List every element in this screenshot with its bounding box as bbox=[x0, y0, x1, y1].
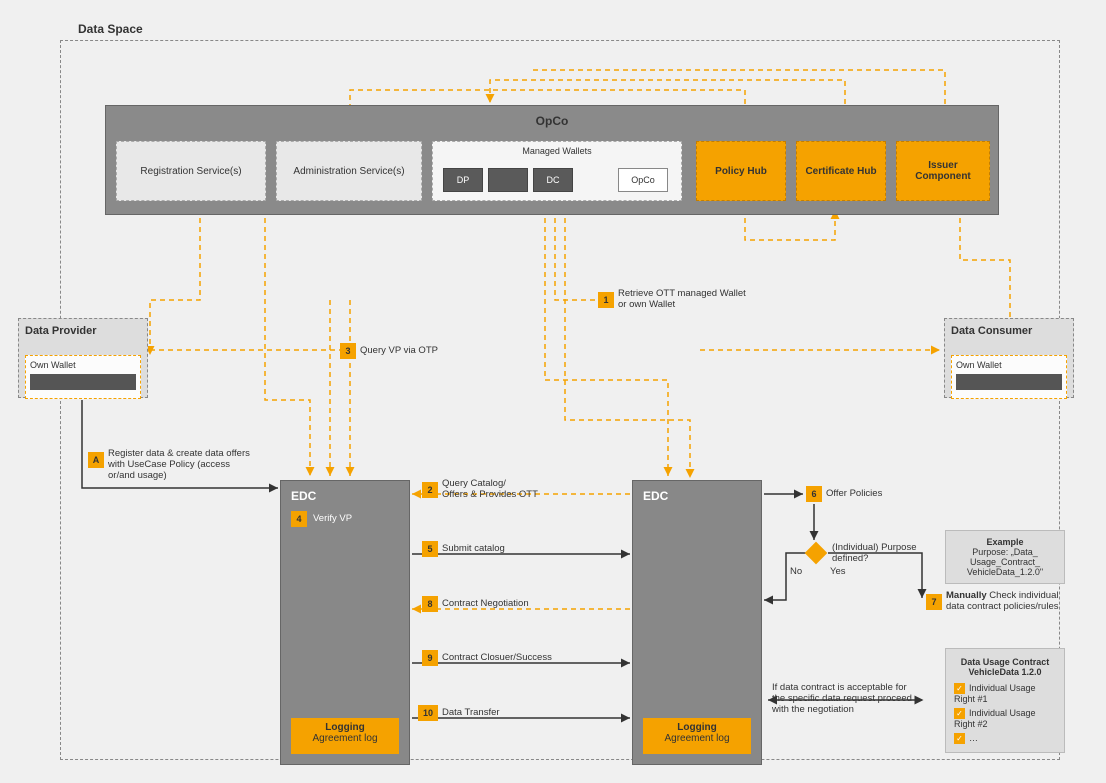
badge-5: 5 bbox=[422, 541, 438, 557]
decision-yes: Yes bbox=[830, 566, 846, 577]
contract-title: Data Usage Contract VehicleData 1.2.0 bbox=[954, 657, 1056, 677]
badge-8: 8 bbox=[422, 596, 438, 612]
edc-left-logging: Logging Agreement log bbox=[291, 718, 399, 754]
opco-container: OpCo Registration Service(s) Administrat… bbox=[105, 105, 999, 215]
opco-administration: Administration Service(s) bbox=[276, 141, 422, 201]
edc-right-logging-title: Logging bbox=[643, 722, 751, 733]
badge-a: A bbox=[88, 452, 104, 468]
badge-2: 2 bbox=[422, 482, 438, 498]
managed-wallets: Managed Wallets DP DC OpCo bbox=[432, 141, 682, 201]
step-7-label: Manually Check individual data contract … bbox=[946, 590, 1066, 612]
contract-right-3: ✓… bbox=[954, 733, 1056, 744]
opco-issuer: Issuer Component bbox=[896, 141, 990, 201]
step-5-label: Submit catalog bbox=[442, 543, 505, 554]
contract-box: Data Usage Contract VehicleData 1.2.0 ✓I… bbox=[945, 648, 1065, 753]
verify-vp-label: Verify VP bbox=[313, 513, 352, 524]
opco-cert-hub: Certificate Hub bbox=[796, 141, 886, 201]
opco-registration: Registration Service(s) bbox=[116, 141, 266, 201]
badge-1: 1 bbox=[598, 292, 614, 308]
badge-9: 9 bbox=[422, 650, 438, 666]
data-provider-title: Data Provider bbox=[25, 325, 141, 337]
opco-cert-hub-label: Certificate Hub bbox=[805, 166, 876, 177]
edc-right-logging: Logging Agreement log bbox=[643, 718, 751, 754]
edc-left-title: EDC bbox=[291, 489, 316, 503]
edc-right-logging-sub: Agreement log bbox=[643, 733, 751, 744]
step-3-label: Query VP via OTP bbox=[360, 345, 438, 356]
edc-right: EDC Logging Agreement log bbox=[632, 480, 762, 765]
step-9-label: Contract Closuer/Success bbox=[442, 652, 552, 663]
opco-registration-label: Registration Service(s) bbox=[140, 166, 241, 177]
check-icon: ✓ bbox=[954, 733, 965, 744]
provider-wallet: Own Wallet bbox=[25, 355, 141, 399]
step-1-label: Retrieve OTT managed Wallet or own Walle… bbox=[618, 288, 748, 310]
opco-issuer-label: Issuer Component bbox=[901, 160, 985, 182]
provider-wallet-label: Own Wallet bbox=[30, 360, 76, 370]
wallet-chip-dp: DP bbox=[443, 168, 483, 192]
opco-policy-hub: Policy Hub bbox=[696, 141, 786, 201]
step-2-label: Query Catalog/ Offers & Provides OTT bbox=[442, 478, 582, 500]
contract-right-2-label: Individual Usage Right #2 bbox=[954, 708, 1036, 729]
data-consumer: Data Consumer Own Wallet bbox=[944, 318, 1074, 398]
contract-right-3-label: … bbox=[969, 733, 978, 743]
wallet-chip-opco: OpCo bbox=[618, 168, 668, 192]
opco-administration-label: Administration Service(s) bbox=[293, 166, 404, 177]
dataspace-title: Data Space bbox=[78, 22, 143, 36]
decision-label: (Individual) Purpose defined? bbox=[832, 542, 922, 564]
edc-left-logging-title: Logging bbox=[291, 722, 399, 733]
badge-10: 10 bbox=[418, 705, 438, 721]
provider-wallet-bar bbox=[30, 374, 136, 390]
badge-4: 4 bbox=[291, 511, 307, 527]
check-icon: ✓ bbox=[954, 708, 965, 719]
badge-7: 7 bbox=[926, 594, 942, 610]
decision-note: If data contract is acceptable for the s… bbox=[772, 682, 912, 715]
contract-right-1-label: Individual Usage Right #1 bbox=[954, 683, 1036, 704]
opco-policy-hub-label: Policy Hub bbox=[715, 166, 767, 177]
managed-wallets-label: Managed Wallets bbox=[433, 142, 681, 156]
step-6-label: Offer Policies bbox=[826, 488, 882, 499]
opco-title: OpCo bbox=[106, 114, 998, 128]
check-icon: ✓ bbox=[954, 683, 965, 694]
data-consumer-title: Data Consumer bbox=[951, 325, 1067, 337]
edc-left-logging-sub: Agreement log bbox=[291, 733, 399, 744]
example-box: Example Purpose: „Data_ Usage_Contract_ … bbox=[945, 530, 1065, 584]
example-body: Purpose: „Data_ Usage_Contract_ VehicleD… bbox=[954, 547, 1056, 577]
step-8-label: Contract Negotiation bbox=[442, 598, 529, 609]
consumer-wallet-bar bbox=[956, 374, 1062, 390]
step-a-label: Register data & create data offers with … bbox=[108, 448, 258, 481]
contract-right-1: ✓Individual Usage Right #1 bbox=[954, 683, 1056, 704]
edc-right-title: EDC bbox=[643, 489, 668, 503]
wallet-chip-dc: DC bbox=[533, 168, 573, 192]
badge-6: 6 bbox=[806, 486, 822, 502]
consumer-wallet-label: Own Wallet bbox=[956, 360, 1002, 370]
example-title: Example bbox=[954, 537, 1056, 547]
data-provider: Data Provider Own Wallet bbox=[18, 318, 148, 398]
contract-right-2: ✓Individual Usage Right #2 bbox=[954, 708, 1056, 729]
badge-3: 3 bbox=[340, 343, 356, 359]
step-10-label: Data Transfer bbox=[442, 707, 500, 718]
edc-left: EDC 4 Verify VP Logging Agreement log bbox=[280, 480, 410, 765]
wallet-chip-blank bbox=[488, 168, 528, 192]
decision-no: No bbox=[790, 566, 802, 577]
consumer-wallet: Own Wallet bbox=[951, 355, 1067, 399]
